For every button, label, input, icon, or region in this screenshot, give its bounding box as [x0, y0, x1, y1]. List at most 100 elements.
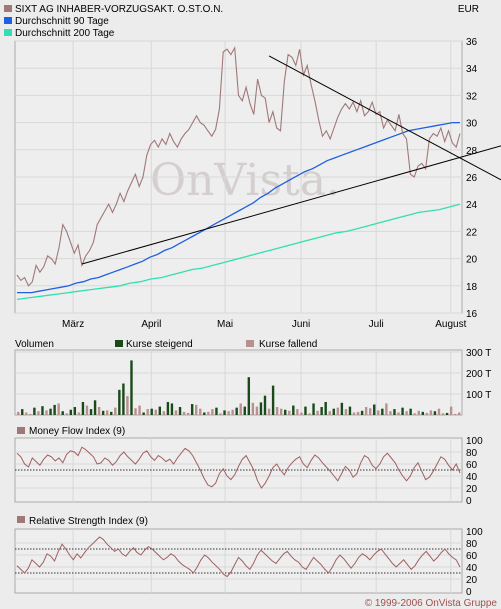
- volume-bar: [251, 402, 255, 415]
- volume-bar: [336, 407, 340, 415]
- volume-bar: [417, 410, 420, 415]
- volume-bar: [393, 409, 396, 415]
- volume-bar: [89, 409, 93, 415]
- price-ytick-label: 34: [466, 64, 478, 75]
- price-ytick-label: 24: [466, 200, 478, 211]
- volume-bar: [53, 404, 56, 415]
- volume-bar: [259, 402, 263, 415]
- volume-bar: [97, 407, 101, 415]
- volume-bar: [45, 410, 48, 415]
- volume-bar: [288, 410, 291, 415]
- volume-bar: [445, 412, 449, 415]
- volume-bar: [356, 411, 360, 415]
- indicator-ytick-label: 60: [466, 460, 478, 471]
- volume-bar: [77, 412, 81, 415]
- volume-bar: [211, 409, 214, 415]
- volume-bar: [421, 411, 424, 415]
- volume-bar: [134, 408, 137, 415]
- volume-bar: [308, 413, 311, 415]
- volume-bar: [106, 410, 109, 415]
- volume-bar: [332, 408, 335, 415]
- volume-bar: [110, 411, 113, 415]
- volume-bar: [300, 412, 303, 415]
- legend-swatch-ma90: [4, 17, 12, 24]
- volume-bar: [126, 396, 129, 415]
- volume-bar: [118, 389, 121, 415]
- volume-bar: [348, 406, 352, 415]
- volume-bar: [275, 407, 279, 415]
- price-ytick-label: 36: [466, 37, 478, 48]
- volume-bar: [186, 412, 190, 415]
- volume-bar: [239, 403, 242, 415]
- volume-bar: [85, 405, 89, 415]
- month-label: Juni: [292, 319, 310, 330]
- indicator-ytick-label: 100: [466, 436, 483, 447]
- indicator-ytick-label: 100: [466, 527, 483, 538]
- indicator-ytick-label: 20: [466, 575, 478, 586]
- volume-bar: [235, 407, 238, 415]
- volume-bar: [93, 400, 97, 415]
- month-label: April: [141, 319, 161, 330]
- volume-bar: [397, 412, 400, 415]
- indicator-ytick-label: 60: [466, 551, 478, 562]
- rsi-line: [16, 536, 461, 578]
- volume-bar: [405, 411, 408, 415]
- volume-ytick-label: 100 T: [466, 390, 491, 401]
- price-ytick-label: 26: [466, 173, 478, 184]
- volume-bar: [312, 403, 315, 415]
- volume-bar: [219, 413, 222, 415]
- price-ytick-label: 20: [466, 255, 478, 266]
- volume-bar: [429, 410, 433, 415]
- volume-bar: [441, 413, 445, 415]
- volume-bar: [385, 403, 388, 415]
- volume-bar: [401, 407, 404, 415]
- volume-title: Volumen: [15, 339, 54, 350]
- vol-legend-up-label: Kurse steigend: [126, 339, 193, 350]
- volume-bar: [449, 406, 453, 415]
- month-label: März: [62, 319, 84, 330]
- volume-bar: [25, 412, 28, 415]
- price-ytick-label: 30: [466, 119, 478, 130]
- volume-bar: [195, 404, 198, 415]
- volume-bar: [340, 402, 344, 415]
- volume-bar: [73, 407, 77, 415]
- rsi-legend-swatch: [17, 516, 25, 523]
- volume-bar: [243, 406, 246, 415]
- volume-bar: [138, 405, 141, 415]
- volume-bar: [101, 410, 105, 415]
- volume-bar: [458, 412, 461, 415]
- volume-bar: [174, 410, 178, 415]
- ma90-line: [17, 121, 460, 294]
- indicator-ytick-label: 80: [466, 539, 478, 550]
- volume-bar: [263, 395, 267, 415]
- currency-label: EUR: [458, 4, 479, 15]
- legend-label-ma200: Durchschnitt 200 Tage: [15, 28, 115, 39]
- volume-bar: [81, 401, 85, 415]
- volume-bar: [344, 409, 348, 415]
- volume-bar: [29, 413, 32, 415]
- volume-bar: [413, 413, 416, 415]
- volume-bar: [17, 411, 20, 415]
- volume-bar: [453, 413, 457, 415]
- indicator-ytick-label: 80: [466, 448, 478, 459]
- volume-bar: [360, 410, 364, 415]
- volume-bar: [304, 406, 307, 415]
- volume-bar: [142, 412, 145, 415]
- volume-bar: [162, 411, 166, 415]
- volume-bar: [199, 408, 202, 415]
- volume-bar: [130, 360, 133, 415]
- vol-legend-down-swatch: [246, 340, 254, 347]
- volume-bar: [381, 408, 384, 415]
- mfi-title: Money Flow Index (9): [29, 426, 125, 437]
- price-ytick-label: 28: [466, 146, 478, 157]
- copyright: © 1999-2006 OnVista Gruppe: [365, 598, 498, 609]
- support-trendline: [81, 145, 501, 265]
- volume-bar: [284, 409, 287, 415]
- volume-bar: [373, 404, 376, 415]
- volume-bar: [267, 408, 271, 415]
- legend-label-price: SIXT AG INHABER-VORZUGSAKT. O.ST.O.N.: [15, 4, 223, 15]
- price-line: [16, 45, 461, 287]
- volume-bar: [316, 410, 319, 415]
- volume-bar: [37, 411, 40, 415]
